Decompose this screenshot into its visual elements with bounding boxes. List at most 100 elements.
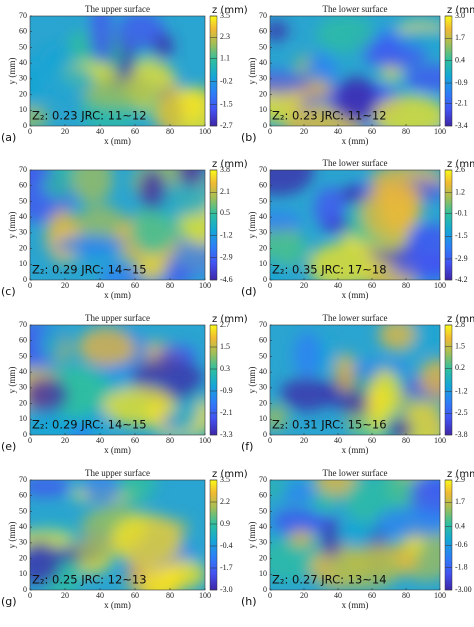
colorbar-tick-label: -1.5 [220, 100, 233, 109]
y-tick-label: 0 [23, 275, 27, 284]
y-tick-label: 50 [259, 506, 267, 515]
surface-blob [378, 325, 417, 351]
colorbar-tick-label: 3.8 [220, 165, 230, 174]
surface-blob [388, 418, 413, 435]
colorbar-tick-label: 2.8 [455, 320, 465, 329]
x-tick-label: 60 [368, 436, 376, 445]
panel-title: The lower surface [323, 313, 388, 323]
x-axis-label: x (mm) [104, 600, 131, 610]
annotation: Z₂: 0.23 JRC: 11~12 [32, 109, 147, 123]
y-axis-label: y (mm) [247, 522, 257, 549]
surface [270, 170, 440, 280]
x-axis-label: x (mm) [342, 136, 369, 146]
colorbar [209, 169, 218, 281]
colorbar-tick-label: 0.2 [455, 363, 465, 372]
surface-blob [52, 234, 126, 256]
y-tick-label: 70 [259, 11, 267, 20]
surface-blob [30, 480, 72, 497]
y-tick-label: 50 [259, 351, 267, 360]
x-tick-label: 40 [334, 281, 342, 290]
y-tick-label: 0 [23, 121, 27, 130]
surface-blob [314, 491, 337, 514]
x-tick-label: 0 [268, 281, 272, 290]
colorbar-label: z (mm) [447, 469, 474, 480]
colorbar-label: z (mm) [447, 5, 474, 16]
surface-blob [41, 170, 79, 200]
colorbar-tick-label: -2.7 [220, 121, 233, 130]
y-tick-label: 50 [19, 506, 27, 515]
surface-blob [329, 547, 402, 590]
surface-blobs [30, 480, 205, 590]
surface-blob [404, 64, 440, 92]
colorbar-tick-label: 0.4 [455, 56, 465, 65]
colorbar-label: z (mm) [212, 469, 248, 480]
colorbar-tick-label: -2.1 [220, 408, 233, 417]
y-tick-label: 50 [19, 42, 27, 51]
panel: The lower surface 0 20 40 60 80 100 0 10 20 30 40 50… [241, 468, 474, 610]
surface-blob [314, 187, 347, 229]
x-tick-label: 40 [96, 436, 104, 445]
panel-label: (d) [241, 285, 257, 298]
x-tick-label: 100 [199, 127, 211, 136]
surface-blob [80, 75, 157, 108]
y-tick-label: 20 [259, 553, 267, 562]
colorbar-tick-label: 2.3 [220, 32, 230, 41]
y-tick-label: 30 [19, 74, 27, 83]
panel: The upper surface 0 20 40 60 80 100 0 10 20 30 40 50… [1, 4, 248, 146]
colorbar-tick-label: -0.9 [455, 78, 468, 87]
y-tick-label: 70 [19, 475, 27, 484]
colorbar-tick-label: -3.0 [220, 585, 233, 594]
surface-blob [418, 358, 440, 396]
annotation: Z₂: 0.35 JRC: 17~18 [272, 263, 387, 277]
y-tick-label: 60 [19, 27, 27, 36]
x-tick-label: 0 [28, 591, 32, 600]
colorbar-tick-label: -1.2 [455, 386, 468, 395]
surface-blobs [30, 16, 205, 126]
x-tick-label: 20 [61, 436, 69, 445]
x-tick-label: 100 [434, 281, 446, 290]
surface [30, 170, 205, 280]
y-tick-label: 40 [19, 212, 27, 221]
colorbar-tick-label: -4.6 [220, 275, 233, 284]
surface-blob [320, 519, 342, 559]
surface [30, 16, 205, 126]
annotation: Z₂: 0.27 JRC: 13~14 [272, 573, 387, 587]
plot-frame [29, 15, 206, 127]
y-tick-label: 30 [19, 383, 27, 392]
x-tick-label: 20 [300, 436, 308, 445]
colorbar-tick-label: 1.7 [455, 33, 465, 42]
surface-blobs [30, 170, 205, 280]
plot-frame [29, 324, 206, 436]
surface-blob [53, 65, 95, 96]
y-tick-label: 70 [259, 475, 267, 484]
colorbar-tick-label: -1.5 [455, 231, 468, 240]
colorbar-tick-label: 2.9 [455, 475, 465, 484]
x-tick-label: 60 [131, 281, 139, 290]
y-tick-label: 0 [23, 585, 27, 594]
y-tick-label: 0 [263, 430, 267, 439]
x-axis-label: x (mm) [342, 445, 369, 455]
colorbar-tick-label: -0.2 [220, 76, 233, 85]
x-tick-label: 100 [199, 436, 211, 445]
colorbar-label: z (mm) [447, 314, 474, 325]
x-tick-label: 60 [131, 127, 139, 136]
y-tick-label: 20 [259, 398, 267, 407]
surface-blob [405, 224, 440, 273]
surface-blob [316, 16, 376, 53]
colorbar-tick-label: 0.9 [220, 519, 230, 528]
colorbar-tick-label: 2.6 [455, 165, 465, 174]
y-tick-label: 30 [259, 538, 267, 547]
y-tick-label: 20 [259, 89, 267, 98]
colorbar-label: z (mm) [212, 159, 248, 170]
colorbar [209, 15, 218, 127]
x-axis-label: x (mm) [342, 600, 369, 610]
x-tick-label: 80 [166, 591, 174, 600]
colorbar [209, 479, 218, 591]
colorbar-tick-label: 1.5 [220, 342, 230, 351]
y-tick-label: 60 [19, 491, 27, 500]
y-tick-label: 70 [259, 165, 267, 174]
y-tick-label: 20 [19, 243, 27, 252]
x-tick-label: 60 [368, 127, 376, 136]
x-tick-label: 0 [268, 436, 272, 445]
y-tick-label: 30 [19, 538, 27, 547]
